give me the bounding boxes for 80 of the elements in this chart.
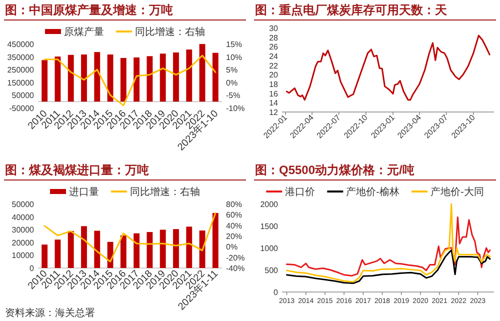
- bar: [68, 54, 74, 102]
- y-tick-label: 20000: [12, 238, 35, 248]
- chart-title: 图：煤及褐煤进口量：万吨: [5, 163, 149, 177]
- y2-tick-label: 60%: [226, 210, 242, 220]
- text: 资料来源：海关总署: [5, 307, 95, 319]
- y-tick-label: 50000: [12, 91, 35, 100]
- bar: [173, 52, 179, 102]
- y-tick-label: 0: [274, 288, 279, 297]
- bar: [160, 230, 166, 268]
- y2-tick-label: -5%: [226, 91, 240, 100]
- legend-label: 产地价-大同: [430, 186, 484, 198]
- bar: [146, 56, 153, 102]
- bar: [186, 226, 192, 268]
- y-tick-label: 22: [269, 61, 279, 70]
- legend-label: 港口价: [285, 186, 316, 198]
- legend-label: 产地价-榆林: [346, 186, 400, 198]
- line-series: [44, 54, 216, 106]
- y-tick-label: 28: [269, 33, 279, 42]
- legend-label: 原煤产量: [64, 26, 104, 38]
- y-tick-label: 500: [264, 266, 279, 275]
- y-tick-label: 26: [269, 42, 279, 52]
- y-tick-label: 50000: [12, 200, 35, 209]
- bar: [186, 50, 192, 102]
- y2-tick-label: 0%: [226, 78, 238, 88]
- y-tick-label: 1500: [260, 222, 279, 231]
- y-tick-label: 350000: [7, 52, 35, 62]
- y-tick-label: 150000: [7, 78, 35, 88]
- y-tick-label: 20: [269, 70, 279, 80]
- bar: [94, 52, 100, 102]
- y-tick-label: 1000: [260, 244, 279, 253]
- bar: [68, 231, 74, 268]
- y2-tick-label: 0%: [226, 242, 238, 252]
- line-series: [286, 203, 491, 283]
- y2-tick-label: 40%: [226, 221, 242, 230]
- y-tick-label: -50000: [9, 104, 35, 113]
- y2-tick-label: -20%: [226, 253, 245, 262]
- chart-title: 图：重点电厂煤炭库存可用天数：天: [255, 3, 448, 17]
- y-tick-label: 10000: [12, 251, 35, 260]
- y-tick-label: 40000: [12, 212, 35, 222]
- bar: [212, 52, 218, 102]
- bar: [134, 57, 140, 102]
- bar: [94, 230, 100, 268]
- legend-label: 进口量: [69, 186, 99, 198]
- y-tick-label: 0: [30, 264, 35, 273]
- line-series: [286, 34, 490, 101]
- y-tick-label: 2000: [260, 200, 279, 209]
- bar: [54, 240, 61, 268]
- y2-tick-label: 20%: [226, 232, 242, 241]
- y-tick-label: 30000: [12, 226, 35, 235]
- bar: [160, 54, 166, 102]
- y2-tick-label: 80%: [226, 200, 242, 209]
- y-tick-label: 30: [269, 24, 279, 33]
- y2-tick-label: -40%: [226, 264, 245, 273]
- y-tick-label: 24: [269, 52, 279, 61]
- legend-label: 同比增速：右轴: [130, 186, 200, 198]
- line-series: [286, 216, 491, 276]
- legend-label: 同比增速：右轴: [135, 26, 205, 38]
- bar: [81, 226, 87, 268]
- bar: [42, 60, 48, 102]
- bar: [134, 233, 140, 268]
- bar: [120, 235, 126, 268]
- bar: [120, 58, 126, 102]
- y2-tick-label: 15%: [226, 40, 242, 49]
- y-tick-label: 16: [269, 89, 279, 98]
- line-series: [44, 212, 216, 262]
- y-tick-label: 18: [269, 80, 279, 89]
- y-tick-label: 12: [269, 108, 279, 117]
- y-tick-label: 14: [269, 98, 279, 108]
- bar: [212, 212, 218, 268]
- line-series: [286, 249, 491, 284]
- y2-tick-label: 5%: [226, 66, 238, 75]
- y-tick-label: 450000: [7, 40, 35, 49]
- y2-tick-label: -10%: [226, 104, 245, 113]
- bar: [42, 244, 48, 268]
- bar: [81, 54, 87, 102]
- y-tick-label: 250000: [7, 66, 35, 75]
- chart-title: 图：Q5500动力煤价格：元/吨: [255, 163, 414, 177]
- y2-tick-label: 10%: [226, 52, 242, 62]
- bar: [173, 229, 179, 268]
- chart-title: 图：中国原煤产量及增速：万吨: [5, 3, 173, 17]
